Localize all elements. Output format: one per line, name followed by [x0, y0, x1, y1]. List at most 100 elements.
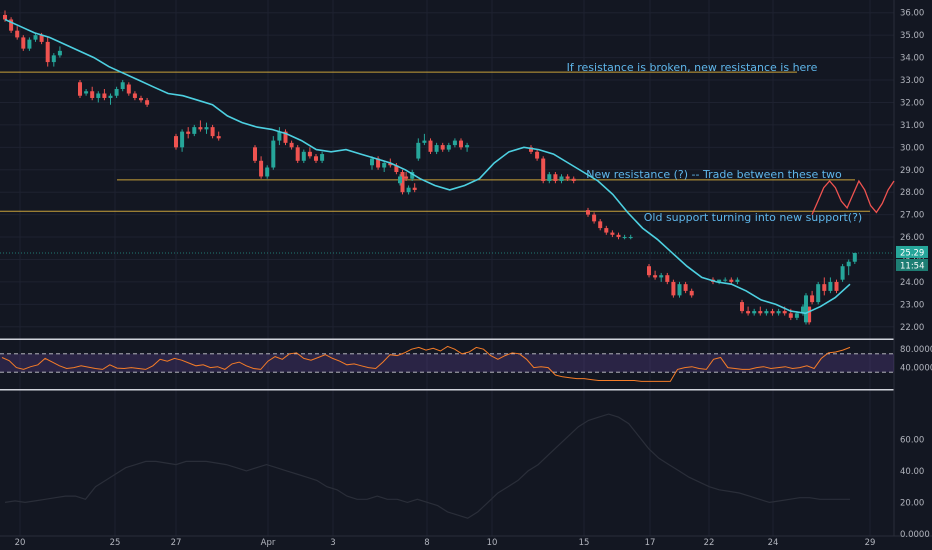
candle-body[interactable] — [102, 93, 107, 98]
candle-body[interactable] — [145, 100, 150, 105]
candle-body[interactable] — [459, 140, 463, 148]
candle-body[interactable] — [586, 210, 590, 215]
candle-body[interactable] — [412, 187, 417, 190]
candle-body[interactable] — [604, 228, 609, 233]
candle-body[interactable] — [84, 91, 89, 94]
candle-body[interactable] — [553, 174, 558, 181]
candle-body[interactable] — [592, 214, 597, 222]
candle-body[interactable] — [295, 147, 300, 161]
candle-body[interactable] — [659, 275, 664, 278]
candle-body[interactable] — [822, 284, 827, 291]
candle-body[interactable] — [186, 131, 191, 134]
candle-body[interactable] — [565, 176, 570, 179]
candle-body[interactable] — [388, 163, 393, 166]
candle-body[interactable] — [647, 266, 651, 276]
candle-body[interactable] — [794, 313, 799, 318]
candle-body[interactable] — [452, 140, 457, 146]
candle-body[interactable] — [723, 279, 728, 281]
candle-body[interactable] — [683, 284, 688, 291]
candle-body[interactable] — [90, 91, 95, 98]
candle-body[interactable] — [51, 55, 56, 63]
candle-body[interactable] — [852, 252, 857, 262]
candle-body[interactable] — [529, 147, 533, 152]
candle-body[interactable] — [746, 311, 751, 314]
candle-body[interactable] — [422, 140, 427, 143]
candle-body[interactable] — [301, 151, 306, 161]
candle-body[interactable] — [840, 266, 845, 280]
candle-body[interactable] — [610, 232, 615, 235]
candle-body[interactable] — [465, 145, 470, 148]
candle-body[interactable] — [404, 176, 409, 179]
candle-body[interactable] — [788, 313, 793, 318]
candle-body[interactable] — [547, 174, 552, 181]
candle-body[interactable] — [9, 19, 14, 31]
candle-body[interactable] — [804, 295, 808, 323]
candle-body[interactable] — [210, 127, 215, 137]
candle-body[interactable] — [21, 37, 26, 49]
candle-body[interactable] — [776, 311, 781, 314]
candle-body[interactable] — [398, 176, 402, 184]
candle-body[interactable] — [271, 140, 276, 168]
candle-body[interactable] — [57, 50, 62, 56]
candle-body[interactable] — [416, 142, 421, 159]
candle-body[interactable] — [253, 147, 257, 161]
candle-body[interactable] — [665, 275, 670, 282]
candle-body[interactable] — [216, 136, 221, 139]
candle-body[interactable] — [198, 127, 203, 130]
candle-body[interactable] — [174, 136, 178, 148]
candle-body[interactable] — [139, 97, 143, 101]
candle-body[interactable] — [394, 165, 399, 172]
candle-body[interactable] — [314, 156, 318, 161]
candle-body[interactable] — [15, 30, 20, 38]
candle-body[interactable] — [628, 237, 633, 239]
candle-body[interactable] — [126, 84, 131, 94]
candle-body[interactable] — [376, 158, 381, 168]
candle-body[interactable] — [320, 154, 325, 161]
candle-body[interactable] — [758, 311, 763, 314]
candle-body[interactable] — [801, 306, 805, 314]
candle-body[interactable] — [382, 163, 387, 168]
candle-body[interactable] — [120, 82, 125, 89]
candle-body[interactable] — [810, 295, 815, 303]
candle-body[interactable] — [406, 187, 411, 193]
candle-body[interactable] — [277, 131, 282, 141]
candle-body[interactable] — [428, 140, 433, 152]
candle-body[interactable] — [717, 279, 722, 282]
candle-body[interactable] — [828, 281, 833, 291]
candle-body[interactable] — [541, 158, 546, 181]
candle-body[interactable] — [770, 311, 775, 314]
candle-body[interactable] — [535, 151, 540, 159]
candle-body[interactable] — [108, 95, 113, 98]
candle-body[interactable] — [752, 311, 757, 314]
candle-body[interactable] — [571, 178, 576, 181]
candle-body[interactable] — [400, 172, 405, 193]
candle-body[interactable] — [45, 41, 50, 63]
candle-body[interactable] — [846, 261, 851, 267]
candle-body[interactable] — [671, 281, 676, 296]
candle-body[interactable] — [259, 160, 264, 177]
candle-body[interactable] — [446, 145, 451, 150]
candle-body[interactable] — [598, 221, 603, 229]
candle-body[interactable] — [3, 14, 7, 20]
candle-body[interactable] — [729, 279, 734, 282]
candle-body[interactable] — [816, 284, 821, 303]
candle-body[interactable] — [265, 167, 270, 177]
candle-body[interactable] — [204, 127, 209, 130]
candle-body[interactable] — [616, 234, 621, 238]
candle-body[interactable] — [114, 89, 119, 96]
candle-body[interactable] — [283, 131, 288, 143]
candle-body[interactable] — [740, 302, 744, 312]
candle-body[interactable] — [653, 275, 658, 278]
candle-body[interactable] — [96, 93, 101, 98]
candle-body[interactable] — [39, 35, 44, 42]
candle-body[interactable] — [559, 176, 564, 181]
candle-body[interactable] — [180, 131, 185, 148]
candle-body[interactable] — [410, 172, 415, 179]
candle-body[interactable] — [78, 82, 82, 96]
candle-body[interactable] — [289, 142, 294, 148]
candle-body[interactable] — [440, 145, 445, 150]
candle-body[interactable] — [807, 306, 812, 323]
candle-body[interactable] — [434, 145, 439, 152]
candle-body[interactable] — [782, 311, 787, 314]
candle-body[interactable] — [735, 279, 740, 282]
